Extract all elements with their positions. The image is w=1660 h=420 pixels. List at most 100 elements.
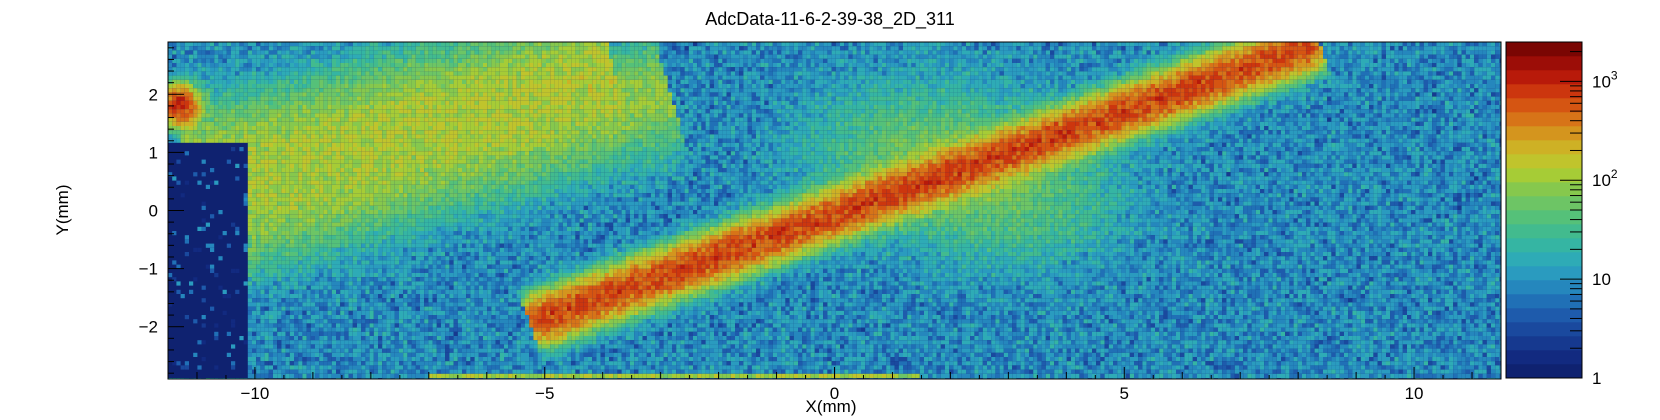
- heatmap-cell: [999, 63, 1004, 68]
- heatmap-cell: [579, 96, 584, 101]
- heatmap-cell: [1478, 79, 1483, 84]
- heatmap-cell: [680, 46, 685, 51]
- heatmap-cell: [516, 105, 521, 110]
- heatmap-cell: [840, 96, 845, 101]
- heatmap-cell: [256, 84, 261, 89]
- heatmap-cell: [953, 88, 958, 93]
- heatmap-cell: [1285, 50, 1290, 55]
- heatmap-cell: [197, 79, 202, 84]
- heatmap-cell: [709, 63, 714, 68]
- heatmap-cell: [1100, 58, 1105, 63]
- heatmap-cell: [747, 63, 752, 68]
- heatmap-cell: [1293, 88, 1298, 93]
- heatmap-cell: [491, 58, 496, 63]
- heatmap-cell: [1482, 54, 1487, 59]
- heatmap-cell: [357, 75, 362, 80]
- heatmap-cell: [991, 67, 996, 72]
- heatmap-cell: [1016, 92, 1021, 97]
- heatmap-cell: [957, 100, 962, 105]
- heatmap-cell: [730, 63, 735, 68]
- heatmap-cell: [567, 71, 572, 76]
- heatmap-cell: [919, 54, 924, 59]
- heatmap-cell: [588, 92, 593, 97]
- heatmap-cell: [1373, 71, 1378, 76]
- heatmap-cell: [995, 100, 1000, 105]
- heatmap-cell: [512, 100, 517, 105]
- heatmap-cell: [848, 50, 853, 55]
- heatmap-cell: [592, 75, 597, 80]
- heatmap-cell: [1486, 100, 1491, 105]
- heatmap-cell: [226, 67, 231, 72]
- heatmap-cell: [457, 46, 462, 51]
- heatmap-cell: [810, 54, 815, 59]
- heatmap-cell: [793, 50, 798, 55]
- heatmap-cell: [1092, 105, 1097, 110]
- heatmap-cell: [621, 46, 626, 51]
- heatmap-cell: [1474, 42, 1479, 47]
- heatmap-cell: [327, 58, 332, 63]
- heatmap-cell: [1495, 46, 1500, 51]
- heatmap-cell: [936, 71, 941, 76]
- heatmap-cell: [903, 105, 908, 110]
- heatmap-cell: [558, 100, 563, 105]
- heatmap-cell: [533, 88, 538, 93]
- heatmap-cell: [180, 54, 185, 59]
- heatmap-cell: [1008, 88, 1013, 93]
- heatmap-cell: [890, 100, 895, 105]
- heatmap-cell: [571, 88, 576, 93]
- heatmap-cell: [1457, 46, 1462, 51]
- heatmap-cell: [495, 105, 500, 110]
- heatmap-cell: [1281, 84, 1286, 89]
- heatmap-cell: [302, 71, 307, 76]
- heatmap-cell: [462, 79, 467, 84]
- heatmap-cell: [810, 46, 815, 51]
- heatmap-cell: [991, 96, 996, 101]
- heatmap-cell: [554, 96, 559, 101]
- heatmap-cell: [634, 71, 639, 76]
- heatmap-cell: [756, 79, 761, 84]
- heatmap-cell: [1138, 63, 1143, 68]
- heatmap-cell: [1201, 54, 1206, 59]
- heatmap-cell: [172, 54, 177, 59]
- heatmap-cell: [760, 71, 765, 76]
- heatmap-cell: [600, 96, 605, 101]
- heatmap-cell: [344, 100, 349, 105]
- heatmap-cell: [1071, 100, 1076, 105]
- heatmap-cell: [592, 96, 597, 101]
- heatmap-cell: [718, 58, 723, 63]
- heatmap-cell: [457, 79, 462, 84]
- heatmap-cell: [176, 79, 181, 84]
- heatmap-cell: [1096, 105, 1101, 110]
- heatmap-cell: [1230, 84, 1235, 89]
- heatmap-cell: [319, 84, 324, 89]
- heatmap-cell: [285, 46, 290, 51]
- heatmap-cell: [428, 42, 433, 47]
- heatmap-cell: [882, 79, 887, 84]
- heatmap-cell: [289, 46, 294, 51]
- heatmap-cell: [1234, 58, 1239, 63]
- heatmap-cell: [751, 50, 756, 55]
- heatmap-cell: [411, 79, 416, 84]
- heatmap-cell: [1486, 67, 1491, 72]
- heatmap-cell: [386, 63, 391, 68]
- heatmap-cell: [1390, 63, 1395, 68]
- heatmap-cell: [478, 54, 483, 59]
- heatmap-cell: [1289, 71, 1294, 76]
- heatmap-cell: [663, 88, 668, 93]
- heatmap-cell: [558, 67, 563, 72]
- heatmap-cell: [281, 50, 286, 55]
- heatmap-cell: [537, 50, 542, 55]
- heatmap-cell: [751, 84, 756, 89]
- heatmap-cell: [726, 84, 731, 89]
- heatmap-cell: [760, 63, 765, 68]
- heatmap-cell: [651, 100, 656, 105]
- heatmap-cell: [445, 105, 450, 110]
- heatmap-cell: [1386, 79, 1391, 84]
- heatmap-cell: [1449, 96, 1454, 101]
- heatmap-cell: [558, 71, 563, 76]
- heatmap-cell: [210, 58, 215, 63]
- heatmap-cell: [222, 46, 227, 51]
- heatmap-cell: [957, 79, 962, 84]
- heatmap-cell: [1449, 42, 1454, 47]
- heatmap-cell: [310, 54, 315, 59]
